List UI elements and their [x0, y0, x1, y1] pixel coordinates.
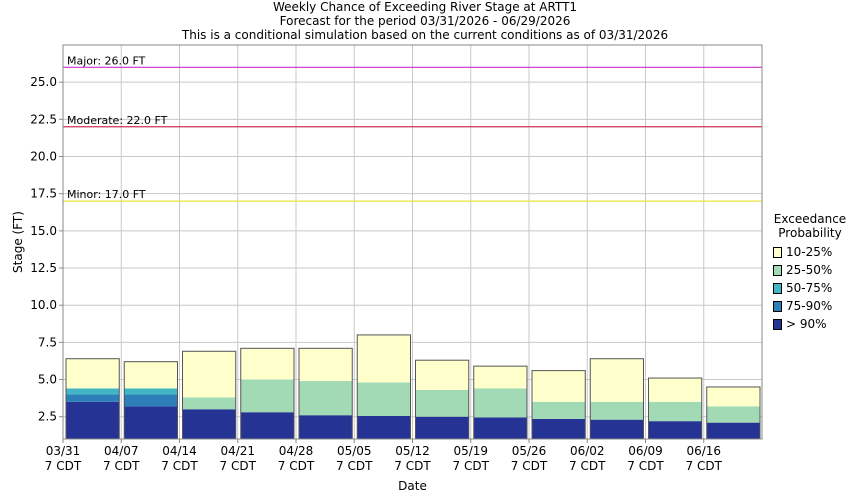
bar-segment-gt90: [590, 419, 644, 439]
legend-item-25-50: 25-50%: [773, 261, 850, 279]
legend-title-line2: Probability: [778, 226, 842, 240]
bar-segment-p25_50: [590, 401, 644, 420]
y-tick-label: 12.5: [30, 261, 57, 275]
bar-segment-p25_50: [357, 382, 411, 416]
bar-segment-p10_25: [415, 360, 469, 390]
bar-segment-p25_50: [648, 401, 702, 422]
legend-item-50-75: 50-75%: [773, 279, 850, 297]
bar-segment-p25_50: [473, 388, 527, 418]
legend-item-10-25: 10-25%: [773, 243, 850, 261]
y-tick-label: 2.5: [38, 410, 57, 424]
x-tick-tz: 7 CDT: [453, 459, 490, 473]
legend-label-10-25: 10-25%: [786, 245, 833, 259]
x-tick-date: 05/19: [453, 444, 488, 458]
legend-swatch-25-50: [773, 264, 782, 276]
bar-segment-p10_25: [473, 366, 527, 389]
x-tick-date: 05/12: [395, 444, 430, 458]
threshold-label: Moderate: 22.0 FT: [67, 114, 168, 127]
x-tick-tz: 7 CDT: [394, 459, 431, 473]
bar-segment-p50_75: [66, 388, 120, 395]
bar-segment-gt90: [357, 415, 411, 439]
y-tick-label: 22.5: [30, 112, 57, 126]
x-tick-tz: 7 CDT: [278, 459, 315, 473]
threshold-label: Minor: 17.0 FT: [67, 188, 146, 201]
y-tick-label: 15.0: [30, 224, 57, 238]
bar-segment-p10_25: [706, 386, 760, 407]
x-tick-date: 06/02: [570, 444, 605, 458]
y-tick-label: 10.0: [30, 298, 57, 312]
bar-segment-p50_75: [124, 388, 178, 395]
legend-title-line1: Exceedance: [773, 212, 847, 226]
bar-segment-p10_25: [66, 358, 120, 389]
x-tick-tz: 7 CDT: [336, 459, 373, 473]
legend-swatch-75-90: [773, 300, 782, 312]
legend-label-25-50: 25-50%: [786, 263, 833, 277]
bar-segment-gt90: [66, 401, 120, 439]
x-tick-date: 06/09: [628, 444, 663, 458]
bar-segment-p10_25: [532, 370, 586, 402]
x-tick-date: 05/05: [337, 444, 372, 458]
bar-segment-p10_25: [357, 334, 411, 383]
x-tick-date: 05/26: [512, 444, 547, 458]
x-axis-label: Date: [398, 479, 427, 493]
bar-segment-p10_25: [299, 348, 353, 382]
x-tick-date: 04/21: [220, 444, 255, 458]
legend-swatch-10-25: [773, 246, 782, 258]
legend-item-gt90: > 90%: [773, 315, 850, 333]
bar-segment-p10_25: [124, 361, 178, 389]
legend-label-gt90: > 90%: [786, 317, 827, 331]
x-tick-tz: 7 CDT: [103, 459, 140, 473]
y-tick-label: 17.5: [30, 187, 57, 201]
bar-segment-gt90: [182, 409, 236, 439]
x-tick-tz: 7 CDT: [627, 459, 664, 473]
y-tick-label: 5.0: [38, 373, 57, 387]
y-axis-label: Stage (FT): [11, 211, 25, 273]
legend-label-75-90: 75-90%: [786, 299, 833, 313]
x-tick-date: 03/31: [46, 444, 81, 458]
x-tick-date: 04/28: [279, 444, 314, 458]
bar-segment-p10_25: [590, 358, 644, 402]
bar-segment-gt90: [706, 422, 760, 439]
bar-segment-p10_25: [240, 348, 294, 380]
bar-segment-gt90: [124, 406, 178, 439]
x-tick-tz: 7 CDT: [220, 459, 257, 473]
bar-segment-p25_50: [299, 381, 353, 416]
bar-segment-p25_50: [532, 401, 586, 419]
bar-segment-p10_25: [182, 351, 236, 398]
bar-segment-gt90: [648, 421, 702, 439]
x-tick-tz: 7 CDT: [161, 459, 198, 473]
bar-segment-gt90: [532, 418, 586, 439]
x-tick-date: 04/14: [162, 444, 197, 458]
legend-swatch-50-75: [773, 282, 782, 294]
x-tick-tz: 7 CDT: [686, 459, 723, 473]
chart-subtitle-conditions: This is a conditional simulation based o…: [181, 28, 669, 42]
bar-segment-gt90: [299, 415, 353, 439]
bar-segment-p75_90: [66, 394, 120, 402]
y-tick-label: 7.5: [38, 335, 57, 349]
bar-segment-p25_50: [240, 379, 294, 413]
chart-title: Weekly Chance of Exceeding River Stage a…: [272, 0, 578, 14]
bar-segment-gt90: [473, 417, 527, 439]
y-tick-label: 25.0: [30, 75, 57, 89]
bar-segment-p10_25: [648, 378, 702, 402]
bar-segment-p25_50: [182, 397, 236, 410]
x-tick-tz: 7 CDT: [511, 459, 548, 473]
y-tick-label: 20.0: [30, 150, 57, 164]
chart-subtitle-period: Forecast for the period 03/31/2026 - 06/…: [279, 14, 571, 28]
legend-swatch-gt90: [773, 318, 782, 330]
bar-segment-gt90: [240, 412, 294, 439]
bar-segment-p25_50: [706, 406, 760, 423]
x-tick-date: 04/07: [104, 444, 139, 458]
bar-segment-p75_90: [124, 394, 178, 407]
legend-item-75-90: 75-90%: [773, 297, 850, 315]
bar-segment-p25_50: [415, 389, 469, 417]
threshold-label: Major: 26.0 FT: [67, 54, 146, 67]
x-tick-date: 06/16: [686, 444, 721, 458]
x-tick-tz: 7 CDT: [45, 459, 82, 473]
x-tick-tz: 7 CDT: [569, 459, 606, 473]
bar-segment-gt90: [415, 416, 469, 439]
legend: Exceedance Probability 10-25% 25-50% 50-…: [770, 212, 850, 333]
legend-label-50-75: 50-75%: [786, 281, 833, 295]
